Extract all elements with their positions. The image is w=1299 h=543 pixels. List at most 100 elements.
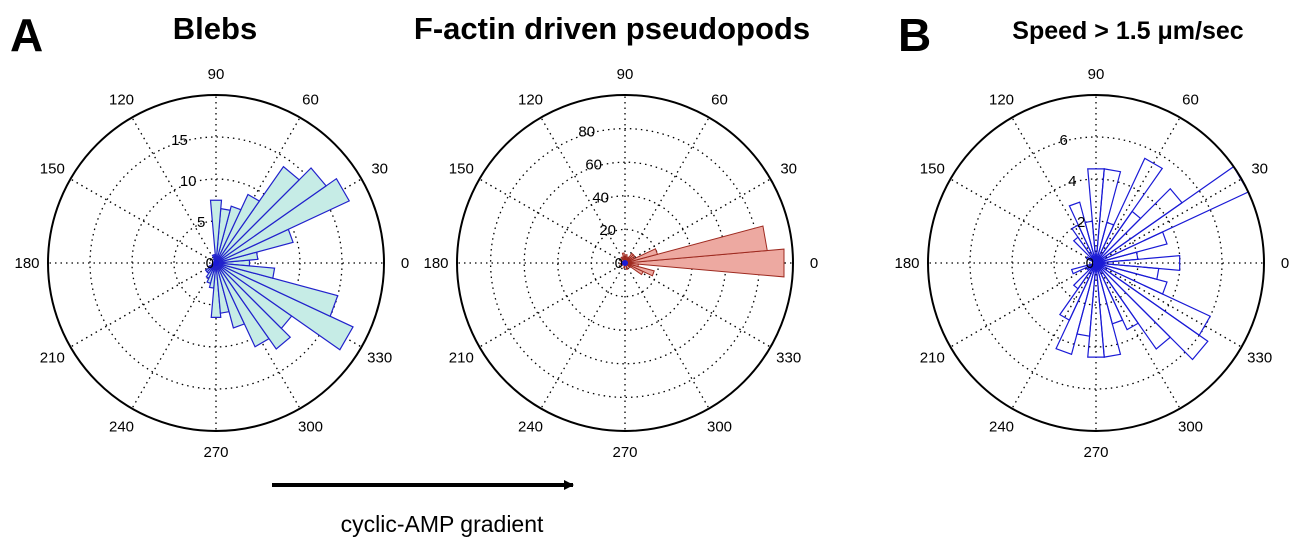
speed-spoke xyxy=(1011,117,1097,264)
pseudopods-spoke xyxy=(479,262,626,348)
blebs-angle-label: 240 xyxy=(109,419,134,436)
pseudopods-angle-label: 30 xyxy=(780,161,797,178)
pseudopods-spoke xyxy=(624,117,710,264)
pseudopods-spoke xyxy=(540,262,626,409)
speed-radial-label: 4 xyxy=(1068,173,1076,190)
blebs-angle-label: 0 xyxy=(401,255,409,272)
speed-bar-200 xyxy=(1070,262,1097,275)
pseudopods-angle-label: 240 xyxy=(518,419,543,436)
blebs-radial-label: 10 xyxy=(180,173,197,190)
speed-angle-label: 300 xyxy=(1178,419,1203,436)
pseudopods-angle-label: 180 xyxy=(423,255,448,272)
speed-angle-label: 270 xyxy=(1083,444,1108,461)
pseudopods-bar-340 xyxy=(624,262,655,277)
speed-angle-label: 60 xyxy=(1182,91,1199,108)
blebs-radial-label: 15 xyxy=(171,132,188,149)
blebs-radial-label: 5 xyxy=(197,214,205,231)
pseudopods-spoke xyxy=(540,117,626,264)
blebs-spoke xyxy=(131,262,217,409)
blebs-angle-label: 150 xyxy=(40,161,65,178)
pseudopods-outer-circle xyxy=(456,94,794,432)
speed-bar-90 xyxy=(1087,168,1105,264)
blebs-spoke xyxy=(70,178,217,264)
speed-angle-label: 120 xyxy=(989,91,1014,108)
pseudopods-angle-label: 120 xyxy=(518,91,543,108)
speed-spoke xyxy=(950,262,1097,348)
speed-outer-circle xyxy=(927,94,1265,432)
polar-chart-speed: 0 30 60 90 120 150 180 210 240 270 300 330 0 2 4 6 xyxy=(894,66,1289,461)
polar-chart-blebs: 0 30 60 90 120 150 180 210 240 270 300 330 0 5 10 15 xyxy=(14,66,409,461)
pseudopods-spoke xyxy=(479,178,626,264)
speed-angle-label: 0 xyxy=(1281,255,1289,272)
speed-angle-label: 30 xyxy=(1251,161,1268,178)
pseudopods-angle-label: 300 xyxy=(707,419,732,436)
pseudopods-angle-label: 270 xyxy=(612,444,637,461)
speed-spoke xyxy=(950,178,1097,264)
blebs-angle-label: 300 xyxy=(298,419,323,436)
chart-title-pseudopods: F-actin driven pseudopods xyxy=(414,11,810,46)
blebs-bar-90 xyxy=(209,199,223,264)
speed-angle-label: 330 xyxy=(1247,350,1272,367)
blebs-angle-label: 180 xyxy=(14,255,39,272)
speed-ring xyxy=(1053,220,1139,306)
pseudopods-spoke xyxy=(624,262,771,348)
speed-radial-label: 6 xyxy=(1059,132,1067,149)
pseudopods-spoke xyxy=(624,262,710,409)
speed-bar-130 xyxy=(1072,236,1097,264)
speed-angle-label: 90 xyxy=(1088,66,1105,83)
blebs-center-dot xyxy=(213,260,219,266)
panel-letter-b: B xyxy=(898,9,931,61)
pseudopods-radial-label: 80 xyxy=(578,124,595,141)
blebs-angle-label: 330 xyxy=(367,350,392,367)
pseudopods-angle-label: 60 xyxy=(711,91,728,108)
blebs-angle-label: 30 xyxy=(371,161,388,178)
speed-spoke xyxy=(1011,262,1097,409)
speed-spoke xyxy=(1095,117,1181,264)
speed-bar-270 xyxy=(1087,262,1105,358)
blebs-angle-label: 120 xyxy=(109,91,134,108)
pseudopods-angle-label: 210 xyxy=(449,350,474,367)
speed-bar-150 xyxy=(1085,256,1097,264)
pseudopods-bar-10 xyxy=(624,225,768,264)
pseudopods-radial-label: 40 xyxy=(592,189,609,206)
blebs-bar-340 xyxy=(215,262,339,318)
pseudopods-spoke xyxy=(624,178,771,264)
blebs-angle-label: 90 xyxy=(208,66,225,83)
blebs-radial-label: 0 xyxy=(206,255,214,272)
speed-center-dot xyxy=(1093,260,1099,266)
blebs-angle-label: 60 xyxy=(302,91,319,108)
blebs-angle-label: 270 xyxy=(203,444,228,461)
blebs-ring xyxy=(173,220,259,306)
blebs-ring xyxy=(131,178,301,348)
pseudopods-angle-label: 330 xyxy=(776,350,801,367)
speed-radial-label: 2 xyxy=(1077,214,1085,231)
pseudopods-bar-350 xyxy=(624,262,639,268)
pseudopods-center-dot xyxy=(622,260,628,266)
blebs-spoke xyxy=(70,262,217,348)
blebs-bar-350 xyxy=(215,262,276,279)
speed-spoke xyxy=(1095,262,1242,348)
blebs-outer-circle xyxy=(47,94,385,432)
gradient-caption: cyclic-AMP gradient xyxy=(341,511,544,537)
speed-spoke xyxy=(1095,178,1242,264)
pseudopods-radial-label: 0 xyxy=(615,255,623,272)
speed-angle-label: 240 xyxy=(989,419,1014,436)
blebs-spoke xyxy=(131,117,217,264)
pseudopods-angle-label: 0 xyxy=(810,255,818,272)
chart-title-blebs: Blebs xyxy=(173,11,257,46)
speed-bar-60 xyxy=(1095,157,1164,264)
blebs-ring xyxy=(89,136,343,390)
speed-angle-label: 150 xyxy=(920,161,945,178)
speed-bar-250 xyxy=(1055,262,1097,356)
speed-radial-label: 0 xyxy=(1086,255,1094,272)
speed-angle-label: 180 xyxy=(894,255,919,272)
speed-bar-350 xyxy=(1095,262,1160,281)
panel-letter-a: A xyxy=(10,9,43,61)
pseudopods-radial-label: 20 xyxy=(599,222,616,239)
speed-ring xyxy=(969,136,1223,390)
pseudopods-angle-label: 90 xyxy=(617,66,634,83)
blebs-angle-label: 210 xyxy=(40,350,65,367)
speed-angle-label: 210 xyxy=(920,350,945,367)
pseudopods-angle-label: 150 xyxy=(449,161,474,178)
